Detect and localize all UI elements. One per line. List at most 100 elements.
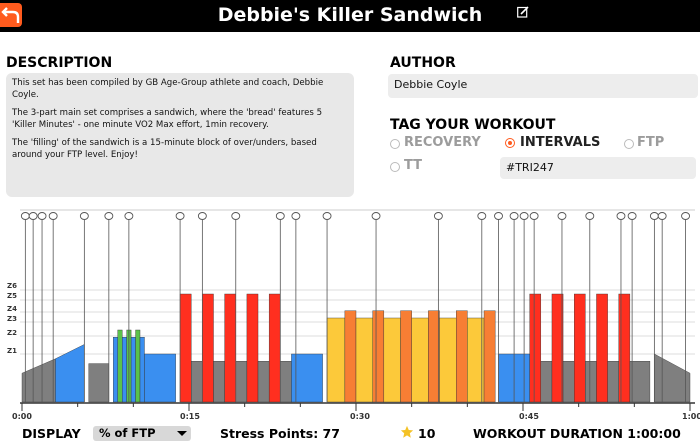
interval-bar [400, 310, 412, 403]
ramp-bar [21, 358, 56, 403]
radio-tt[interactable] [390, 162, 400, 172]
interval-bar [596, 293, 608, 403]
top-bar: Debbie's Killer Sandwich [0, 0, 700, 32]
edit-icon[interactable] [517, 6, 529, 18]
interval-bar [139, 337, 145, 403]
author-heading: AUTHOR [390, 55, 456, 71]
text-event-marker [231, 212, 241, 220]
text-event-marker [585, 212, 595, 220]
interval-bar [280, 361, 292, 403]
text-event-marker [371, 212, 381, 220]
text-event-marker [519, 212, 529, 220]
description-paragraph: This set has been compiled by GB Age-Gro… [12, 78, 324, 100]
text-event-marker [627, 212, 637, 220]
time-label-30: 0:30 [350, 412, 370, 421]
text-event-marker [104, 212, 114, 220]
zone-label-z5: Z5 [7, 292, 17, 300]
ramp-bar [55, 344, 85, 403]
interval-bar [117, 329, 123, 403]
interval-bar [126, 329, 132, 403]
text-event-marker [48, 212, 58, 220]
interval-bar [483, 310, 496, 403]
interval-bar [629, 361, 651, 403]
tag-tt[interactable]: TT [404, 158, 423, 173]
interval-bar [355, 317, 373, 403]
interval-bar [135, 329, 141, 403]
tag-recovery[interactable]: RECOVERY [404, 135, 481, 150]
text-event-marker [557, 212, 567, 220]
workout-duration: WORKOUT DURATION 1:00:00 [473, 426, 681, 441]
zone-label-z6: Z6 [7, 282, 17, 290]
description-box[interactable]: This set has been compiled by GB Age-Gro… [6, 73, 354, 197]
interval-bar [428, 310, 440, 403]
interval-bar [224, 293, 236, 403]
interval-bar [585, 361, 597, 403]
interval-bar [235, 361, 248, 403]
description-paragraph: The 3-part main set comprises a sandwich… [12, 108, 323, 130]
text-event-marker [649, 212, 659, 220]
interval-bar [179, 293, 192, 403]
author-field[interactable]: Debbie Coyle [388, 74, 698, 98]
interval-bar [113, 337, 118, 403]
tag-heading: TAG YOUR WORKOUT [390, 117, 556, 133]
display-select-value: % of FTP [99, 426, 156, 440]
display-select[interactable]: % of FTP [93, 426, 191, 441]
interval-bar [291, 353, 323, 403]
text-event-marker [37, 212, 47, 220]
radio-recovery[interactable] [390, 139, 400, 149]
text-event-marker [681, 212, 690, 220]
interval-bar [344, 310, 357, 403]
text-event-marker [175, 212, 185, 220]
interval-bar [498, 353, 530, 403]
interval-bar [540, 361, 553, 403]
radio-intervals[interactable] [505, 138, 515, 148]
interval-bar [618, 293, 631, 403]
back-arrow-icon [1, 7, 20, 23]
rating-count: 10 [418, 426, 436, 441]
text-event-marker [433, 212, 443, 220]
display-label: DISPLAY [22, 426, 81, 441]
interval-bar [144, 353, 176, 403]
back-button[interactable] [0, 3, 22, 27]
tag-intervals[interactable]: INTERVALS [520, 135, 601, 150]
interval-bar [130, 337, 136, 403]
description-paragraph: The 'filling' of the sandwich is a 15-mi… [12, 138, 317, 160]
interval-bar [529, 293, 542, 403]
ramp-bar [654, 353, 691, 403]
workout-title: Debbie's Killer Sandwich [217, 4, 483, 26]
interval-bar [191, 361, 203, 403]
star-icon [400, 425, 414, 438]
description-heading: DESCRIPTION [6, 55, 113, 71]
text-event-marker [509, 212, 519, 220]
text-event-marker [275, 212, 285, 220]
interval-bar [439, 317, 457, 403]
text-event-marker [657, 212, 667, 220]
interval-bar [246, 293, 259, 403]
text-event-marker [197, 212, 207, 220]
text-event-marker [616, 212, 626, 220]
interval-bar [607, 361, 619, 403]
interval-bar [121, 337, 127, 403]
text-event-marker [124, 212, 134, 220]
text-event-marker [494, 212, 503, 220]
interval-bar [372, 310, 385, 403]
interval-bar [467, 317, 485, 403]
text-event-marker [322, 212, 332, 220]
interval-bar [88, 363, 110, 403]
interval-bar [383, 317, 401, 403]
interval-bar [551, 293, 564, 403]
time-label-15: 0:15 [180, 412, 200, 421]
interval-bar [574, 293, 586, 403]
interval-bar [202, 293, 214, 403]
radio-ftp[interactable] [624, 139, 634, 149]
interval-bar [411, 317, 429, 403]
stress-points: Stress Points: 77 [220, 426, 340, 441]
interval-bar [562, 361, 575, 403]
text-event-marker [477, 212, 487, 220]
zone-label-z1: Z1 [7, 347, 17, 355]
interval-bar [326, 317, 346, 403]
text-event-marker [529, 212, 539, 220]
zone-label-z3: Z3 [7, 315, 17, 323]
hashtag-field[interactable]: #TRI247 [500, 157, 696, 179]
tag-ftp[interactable]: FTP [637, 135, 665, 150]
